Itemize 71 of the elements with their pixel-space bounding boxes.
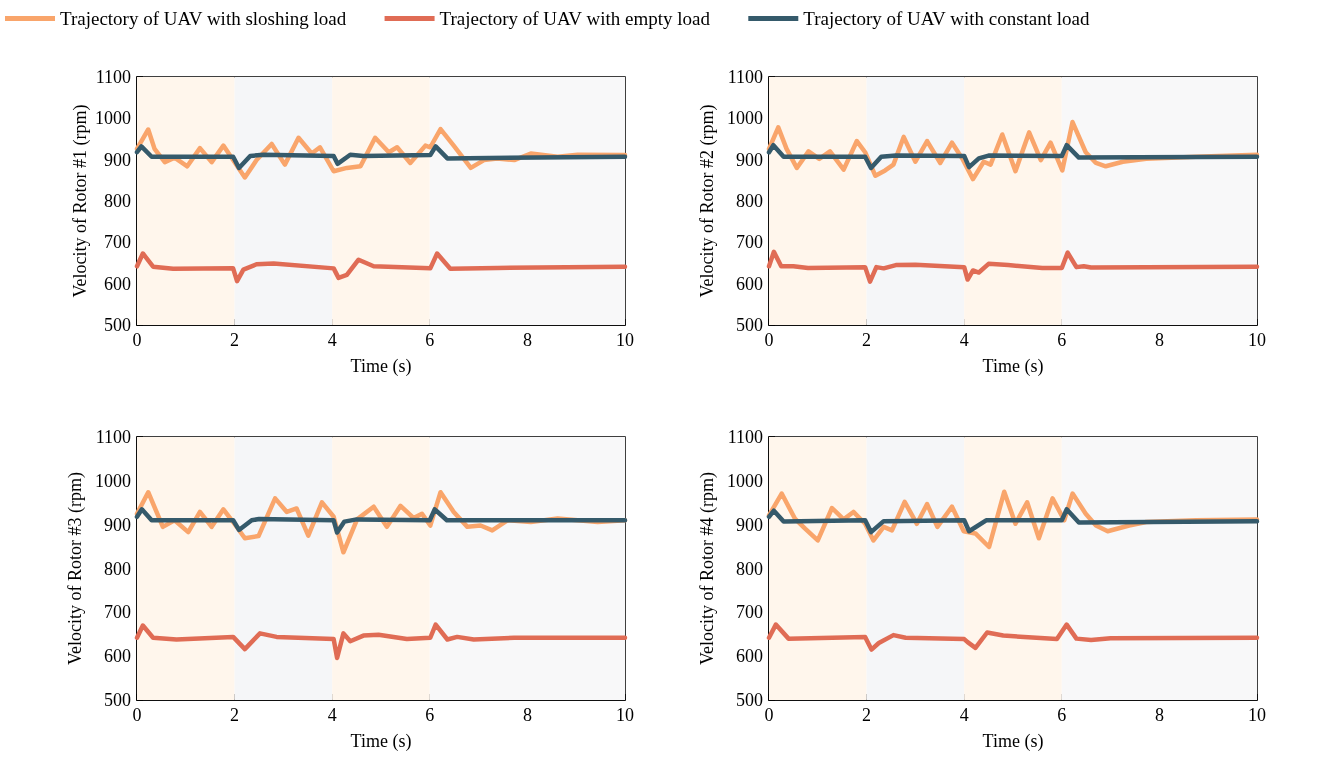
x-tick-label: 2 [230,705,240,725]
x-tick-label: 4 [327,705,337,725]
y-tick-label: 500 [736,690,763,710]
y-axis-title: Velocity of Rotor #3 (rpm) [65,472,87,665]
y-tick-label: 1000 [727,108,763,129]
y-tick-label: 600 [104,646,131,667]
y-tick-label: 1100 [95,67,131,87]
y-tick-label: 1000 [95,108,131,129]
x-tick-label: 0 [764,330,774,350]
x-tick-label: 10 [616,705,634,725]
x-axis-title: Time (s) [982,731,1044,752]
y-tick-label: 700 [736,602,763,623]
y-tick-label: 1100 [727,67,763,87]
x-tick-label: 0 [764,705,774,725]
x-axis-title: Time (s) [982,356,1044,377]
y-tick-label: 1100 [727,427,763,447]
x-tick-label: 6 [1057,330,1067,350]
y-tick-label: 900 [736,514,763,535]
line-series [766,249,1260,284]
line-series [766,507,1260,535]
x-tick-label: 8 [1154,705,1164,725]
x-tick-label: 4 [327,330,337,350]
line-series [134,507,628,535]
x-tick-label: 6 [1057,705,1067,725]
y-tick-label: 900 [104,149,131,170]
x-tick-label: 8 [522,705,532,725]
x-axis-title: Time (s) [350,356,412,377]
x-tick-label: 6 [425,330,435,350]
y-tick-label: 500 [736,315,763,335]
x-tick-label: 0 [132,705,142,725]
line-series [766,142,1260,171]
y-tick-label: 800 [736,558,763,579]
y-tick-label: 700 [736,232,763,253]
y-tick-label: 900 [736,149,763,170]
legend-label: Trajectory of UAV with constant load [803,8,1091,29]
y-axis-title: Velocity of Rotor #2 (rpm) [697,104,719,298]
y-tick-label: 700 [104,232,131,253]
y-axis-title: Velocity of Rotor #1 (rpm) [70,104,91,298]
y-tick-label: 1000 [95,470,131,491]
y-tick-label: 800 [736,191,763,211]
x-axis-title: Time (s) [350,731,412,752]
y-tick-label: 700 [104,602,131,623]
y-tick-label: 800 [104,191,131,211]
y-tick-label: 600 [736,646,763,667]
y-tick-label: 1100 [95,427,131,447]
x-tick-label: 6 [425,705,435,725]
x-tick-label: 2 [230,330,240,350]
y-tick-label: 500 [104,690,131,710]
x-tick-label: 2 [862,330,872,350]
x-tick-label: 4 [959,330,969,350]
y-tick-label: 600 [736,273,763,294]
y-tick-label: 800 [104,558,131,579]
line-series [134,622,628,661]
x-tick-label: 4 [959,705,969,725]
legend-label: Trajectory of UAV with sloshing load [60,8,347,29]
y-tick-label: 500 [104,315,131,335]
legend-label: Trajectory of UAV with empty load [439,8,711,29]
line-series [766,622,1260,652]
y-axis-title: Velocity of Rotor #4 (rpm) [697,472,719,665]
x-tick-label: 2 [862,705,872,725]
line-series [134,144,628,171]
x-tick-label: 10 [1248,705,1266,725]
y-tick-label: 900 [104,514,131,535]
x-tick-label: 8 [522,330,532,350]
y-tick-label: 600 [104,273,131,294]
y-tick-label: 1000 [727,470,763,491]
line-series [134,251,628,284]
x-tick-label: 0 [132,330,142,350]
x-tick-label: 10 [616,330,634,350]
x-tick-label: 10 [1248,330,1266,350]
x-tick-label: 8 [1154,330,1164,350]
